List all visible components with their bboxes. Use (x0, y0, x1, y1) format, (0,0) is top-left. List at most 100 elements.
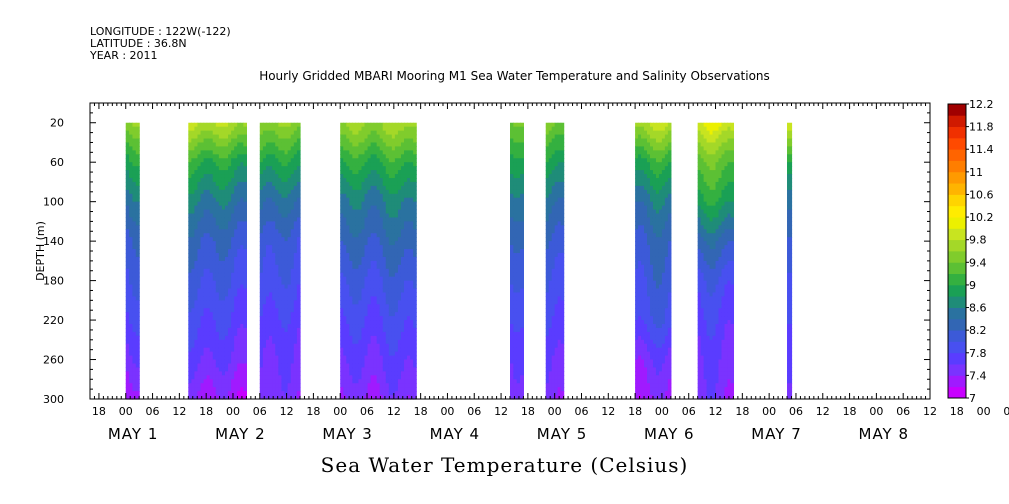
contour-cell (269, 221, 273, 226)
contour-cell (293, 252, 298, 258)
contour-cell (284, 189, 289, 195)
contour-cell (275, 268, 279, 274)
contour-cell (209, 316, 214, 321)
contour-cell (407, 138, 411, 144)
contour-cell (224, 217, 229, 222)
contour-cell (397, 304, 402, 309)
contour-cell (510, 367, 514, 372)
contour-cell (400, 245, 405, 250)
contour-cell (548, 237, 553, 242)
contour-cell (221, 185, 226, 191)
contour-cell (361, 363, 366, 369)
contour-cell (373, 288, 378, 294)
contour-cell (385, 221, 390, 226)
contour-cell (370, 189, 375, 195)
contour-cell (224, 300, 229, 305)
contour-cell (135, 134, 140, 140)
contour-cell (215, 324, 220, 329)
contour-cell (407, 367, 411, 372)
contour-cell (397, 237, 402, 242)
contour-cell (358, 308, 363, 313)
contour-cell (376, 193, 381, 199)
contour-cell (281, 237, 286, 242)
contour-cell (259, 237, 264, 242)
contour-cell (284, 241, 289, 246)
contour-cell (215, 312, 220, 317)
contour-cell (373, 193, 378, 199)
contour-cell (385, 201, 390, 207)
contour-cell (194, 150, 199, 155)
contour-cell (188, 150, 192, 155)
contour-cell (385, 229, 390, 234)
contour-cell (407, 387, 411, 392)
contour-cell (364, 126, 369, 132)
contour-cell (135, 288, 140, 294)
contour-cell (218, 335, 223, 341)
contour-cell (262, 209, 267, 215)
contour-cell (370, 292, 375, 297)
data-block (259, 122, 301, 400)
contour-cell (513, 284, 518, 290)
contour-cell (221, 379, 226, 384)
contour-cell (560, 122, 565, 128)
contour-cell (349, 304, 353, 309)
contour-cell (361, 320, 366, 325)
contour-cell (349, 185, 353, 191)
contour-cell (343, 134, 347, 140)
contour-cell (364, 193, 369, 199)
contour-cell (281, 280, 286, 286)
contour-cell (278, 268, 283, 274)
contour-cell (275, 181, 279, 187)
contour-cell (358, 134, 363, 140)
contour-cell (370, 229, 375, 234)
contour-cell (370, 256, 375, 262)
contour-cell (125, 237, 130, 242)
contour-cell (352, 252, 357, 258)
contour-cell (551, 387, 556, 392)
contour-cell (206, 225, 211, 230)
contour-cell (132, 138, 137, 144)
contour-cell (240, 339, 244, 345)
contour-cell (234, 252, 238, 258)
contour-cell (262, 371, 267, 376)
contour-cell (554, 201, 559, 207)
contour-cell (212, 221, 217, 226)
contour-cell (237, 343, 241, 349)
contour-cell (343, 343, 347, 349)
contour-cell (370, 221, 375, 226)
contour-cell (510, 205, 514, 211)
contour-cell (237, 193, 241, 199)
contour-cell (516, 122, 521, 128)
contour-cell (265, 387, 270, 392)
contour-cell (135, 201, 140, 207)
contour-cell (400, 296, 405, 301)
contour-cell (379, 276, 384, 282)
contour-cell (228, 189, 232, 195)
contour-cell (272, 134, 276, 140)
contour-cell (132, 142, 137, 148)
contour-cell (194, 177, 199, 183)
contour-cell (410, 339, 414, 345)
contour-cell (212, 130, 217, 136)
contour-cell (265, 154, 270, 159)
contour-cell (240, 375, 244, 380)
contour-cell (554, 177, 559, 183)
contour-cell (343, 256, 347, 262)
contour-cell (224, 375, 229, 380)
contour-cell (209, 260, 214, 266)
contour-cell (200, 225, 205, 230)
contour-cell (413, 308, 417, 313)
contour-cell (391, 371, 396, 376)
contour-cell (265, 158, 270, 163)
contour-cell (370, 387, 375, 392)
contour-cell (278, 229, 283, 234)
contour-cell (188, 375, 192, 380)
contour-cell (135, 300, 140, 305)
contour-cell (237, 241, 241, 246)
contour-cell (516, 225, 521, 230)
contour-cell (404, 379, 408, 384)
contour-cell (397, 162, 402, 167)
contour-cell (275, 233, 279, 238)
contour-cell (284, 134, 289, 140)
contour-cell (404, 170, 408, 175)
